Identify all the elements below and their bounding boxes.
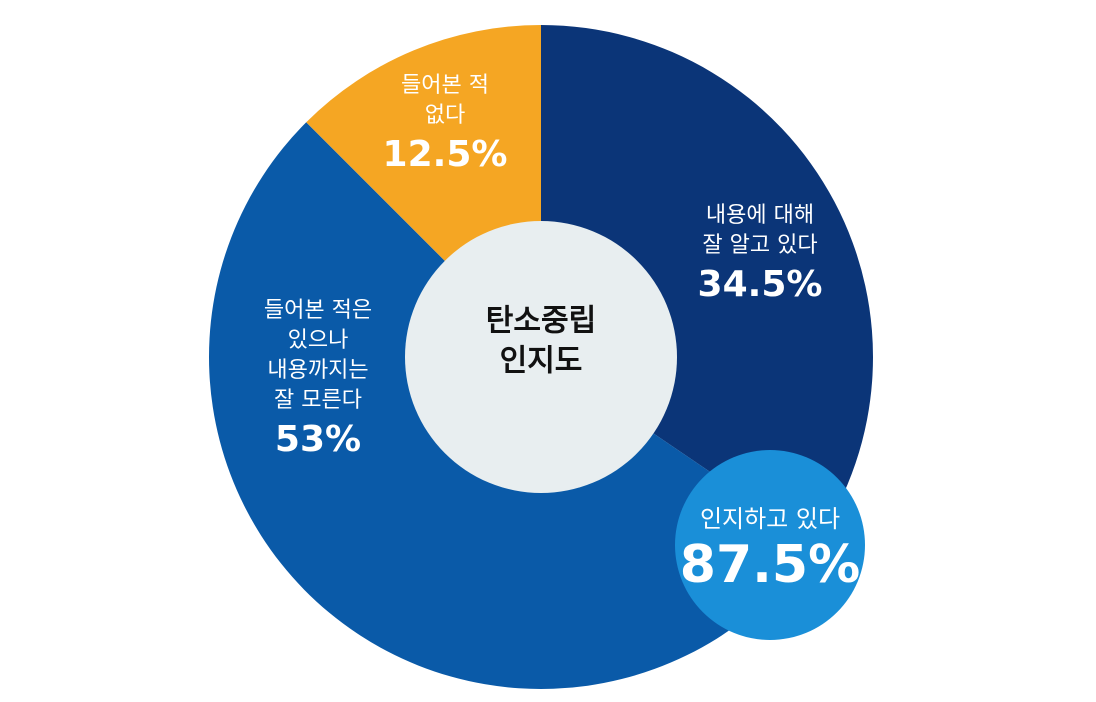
highlight-value: 87.5% — [680, 535, 860, 595]
value-label: 34.5% — [698, 264, 823, 305]
category-label: 잘 알고 있다 — [702, 233, 817, 258]
value-label: 12.5% — [383, 134, 508, 175]
center-label: 탄소중립 — [486, 304, 596, 339]
category-label: 있으나 — [288, 328, 349, 353]
category-label: 잘 모른다 — [274, 388, 362, 413]
slice — [541, 25, 873, 544]
category-label: 내용까지는 — [267, 358, 368, 383]
category-label: 들어본 적은 — [264, 298, 372, 323]
category-label: 들어본 적 — [401, 73, 489, 98]
category-label: 내용에 대해 — [706, 203, 814, 228]
center-label: 인지도 — [500, 344, 583, 379]
highlight-text: 인지하고 있다 — [700, 505, 840, 533]
highlight-bubble — [675, 450, 865, 640]
donut-hole — [405, 221, 677, 493]
category-label: 없다 — [425, 103, 465, 128]
value-label: 53% — [275, 419, 361, 460]
